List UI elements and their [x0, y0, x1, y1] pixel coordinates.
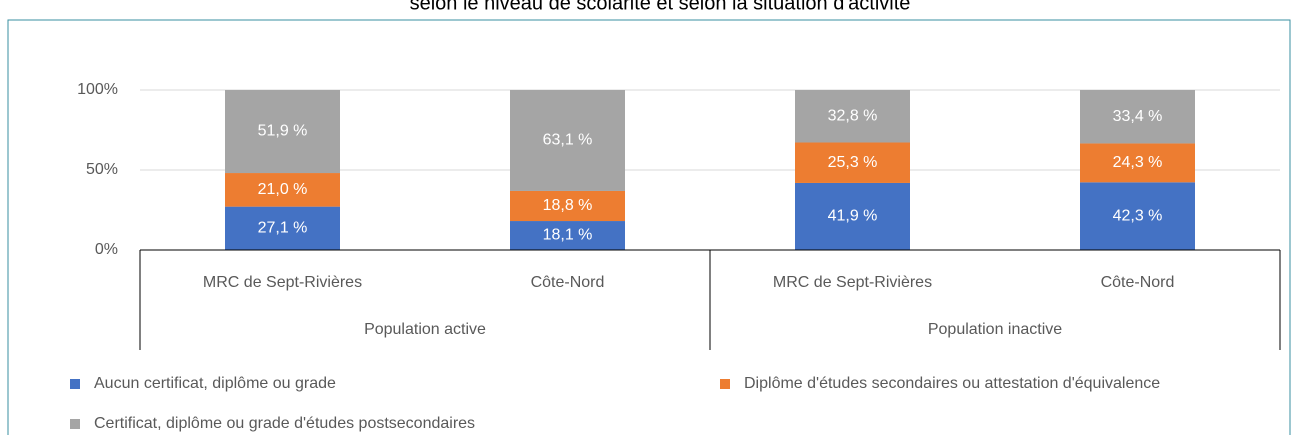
legend-swatch	[70, 419, 80, 429]
y-tick-label: 50%	[86, 161, 118, 178]
legend-label: Diplôme d'études secondaires ou attestat…	[744, 375, 1160, 392]
bar-segment	[795, 90, 910, 143]
data-label: 21,0 %	[258, 181, 308, 198]
bar-segment	[1080, 90, 1195, 144]
bar-segment	[1080, 143, 1195, 183]
data-label: 25,3 %	[828, 154, 878, 171]
bar-segment	[510, 190, 625, 222]
data-label: 32,8 %	[828, 107, 878, 124]
bar-segment	[225, 90, 340, 174]
x-tick-label: MRC de Sept-Rivières	[203, 274, 362, 291]
data-label: 33,4 %	[1113, 108, 1163, 125]
legend-swatch	[70, 379, 80, 389]
group-label: Population inactive	[928, 321, 1062, 338]
legend-label: Certificat, diplôme ou grade d'études po…	[94, 415, 475, 432]
y-tick-label: 100%	[77, 81, 118, 98]
data-label: 18,1 %	[543, 227, 593, 244]
data-label: 24,3 %	[1113, 154, 1163, 171]
data-label: 63,1 %	[543, 132, 593, 149]
legend-label: Aucun certificat, diplôme ou grade	[94, 375, 336, 392]
x-tick-label: Côte-Nord	[1101, 274, 1175, 291]
bar-segment	[225, 206, 340, 250]
data-label: 42,3 %	[1113, 207, 1163, 224]
bar-segment	[795, 182, 910, 250]
data-label: 51,9 %	[258, 123, 308, 140]
data-label: 18,8 %	[543, 197, 593, 214]
bar-segment	[510, 221, 625, 250]
group-label: Population active	[364, 321, 486, 338]
data-label: 27,1 %	[258, 220, 308, 237]
y-tick-label: 0%	[95, 241, 118, 258]
bar-segment	[1080, 182, 1195, 250]
bar-segment	[510, 90, 625, 191]
chart-title: selon le niveau de scolarité et selon la…	[410, 0, 911, 14]
x-tick-label: MRC de Sept-Rivières	[773, 274, 932, 291]
chart-border	[7, 19, 1291, 435]
bar-segment	[795, 142, 910, 183]
x-tick-label: Côte-Nord	[531, 274, 605, 291]
bar-segment	[225, 173, 340, 207]
legend-swatch	[720, 379, 730, 389]
data-label: 41,9 %	[828, 208, 878, 225]
